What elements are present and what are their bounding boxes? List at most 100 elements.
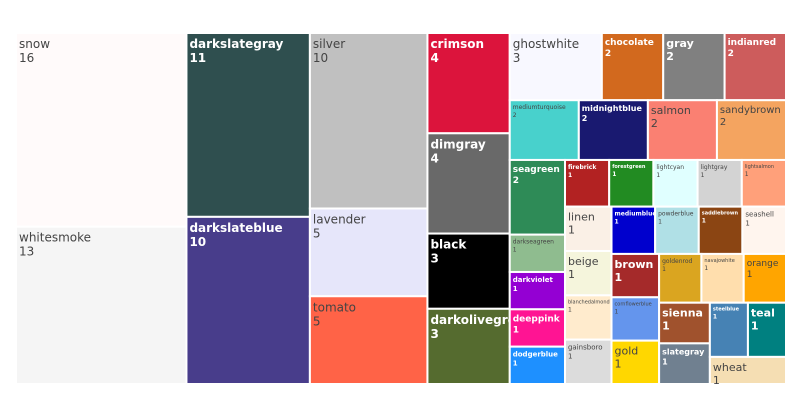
treemap-label-gainsboro: gainsboro bbox=[568, 344, 603, 352]
treemap-rect-lightgray[interactable] bbox=[696, 158, 743, 208]
treemap-label-darkseagreen: darkseagreen bbox=[513, 239, 554, 246]
treemap-rect-darkslateblue[interactable] bbox=[185, 215, 311, 385]
treemap-rect-gold[interactable] bbox=[610, 339, 661, 385]
treemap-rect-darkslategray[interactable] bbox=[185, 32, 311, 218]
treemap-rect-wheat[interactable] bbox=[708, 355, 788, 385]
treemap-rect-gainsboro[interactable] bbox=[563, 338, 613, 385]
treemap-rect-dodgerblue[interactable] bbox=[508, 345, 566, 386]
treemap-rect-sandybrown[interactable] bbox=[715, 99, 788, 161]
treemap-rect-gray[interactable] bbox=[662, 32, 726, 102]
treemap-rect-mediumturquoise[interactable] bbox=[508, 99, 580, 161]
treemap-label-darkslategray: darkslategray bbox=[189, 37, 283, 51]
treemap-rect-midnightblue[interactable] bbox=[577, 99, 649, 161]
treemap-value-powderblue: 1 bbox=[658, 219, 662, 226]
treemap-rect-chocolate[interactable] bbox=[600, 32, 665, 102]
treemap-value-darkseagreen: 1 bbox=[513, 247, 517, 254]
treemap-value-sienna: 1 bbox=[662, 320, 670, 333]
treemap-label-seashell: seashell bbox=[745, 211, 774, 219]
treemap-value-dodgerblue: 1 bbox=[513, 360, 518, 368]
treemap-label-dodgerblue: dodgerblue bbox=[513, 351, 558, 359]
treemap-rect-whitesmoke[interactable] bbox=[15, 225, 188, 385]
treemap-rect-forestgreen[interactable] bbox=[608, 158, 655, 208]
treemap-rect-seashell[interactable] bbox=[741, 205, 787, 255]
treemap-label-snow: snow bbox=[19, 37, 50, 51]
treemap-value-chocolate: 2 bbox=[605, 49, 611, 59]
treemap-rect-blanchedalmond[interactable] bbox=[563, 294, 613, 341]
treemap-rect-steelblue[interactable] bbox=[708, 301, 749, 358]
treemap-rect-black[interactable] bbox=[426, 232, 511, 310]
treemap-rect-silver[interactable] bbox=[308, 32, 429, 210]
treemap-rect-orange[interactable] bbox=[742, 252, 788, 304]
treemap-value-darkslateblue: 10 bbox=[189, 235, 206, 249]
treemap-value-saddlebrown: 1 bbox=[702, 218, 706, 225]
treemap-value-whitesmoke: 13 bbox=[19, 245, 34, 259]
treemap-rect-powderblue[interactable] bbox=[654, 205, 700, 255]
treemap-rect-firebrick[interactable] bbox=[563, 158, 611, 208]
treemap-rect-lightsalmon[interactable] bbox=[740, 158, 787, 208]
treemap-value-forestgreen: 1 bbox=[612, 171, 616, 178]
treemap-label-deeppink: deeppink bbox=[513, 314, 561, 324]
treemap-value-lightsalmon: 1 bbox=[745, 171, 749, 178]
treemap-label-whitesmoke: whitesmoke bbox=[19, 231, 91, 245]
treemap-label-gray: gray bbox=[666, 37, 694, 50]
treemap-rect-darkolivegreen[interactable] bbox=[426, 307, 511, 385]
treemap-rect-tomato[interactable] bbox=[308, 295, 429, 385]
treemap-label-indianred: indianred bbox=[728, 38, 777, 48]
treemap-rect-crimson[interactable] bbox=[426, 32, 511, 135]
treemap-label-lightcyan: lightcyan bbox=[656, 164, 684, 171]
treemap-rect-darkviolet[interactable] bbox=[508, 270, 566, 311]
treemap-rect-indianred[interactable] bbox=[723, 32, 788, 102]
treemap-rect-snow[interactable] bbox=[15, 32, 188, 228]
treemap-rect-brown[interactable] bbox=[610, 252, 661, 299]
